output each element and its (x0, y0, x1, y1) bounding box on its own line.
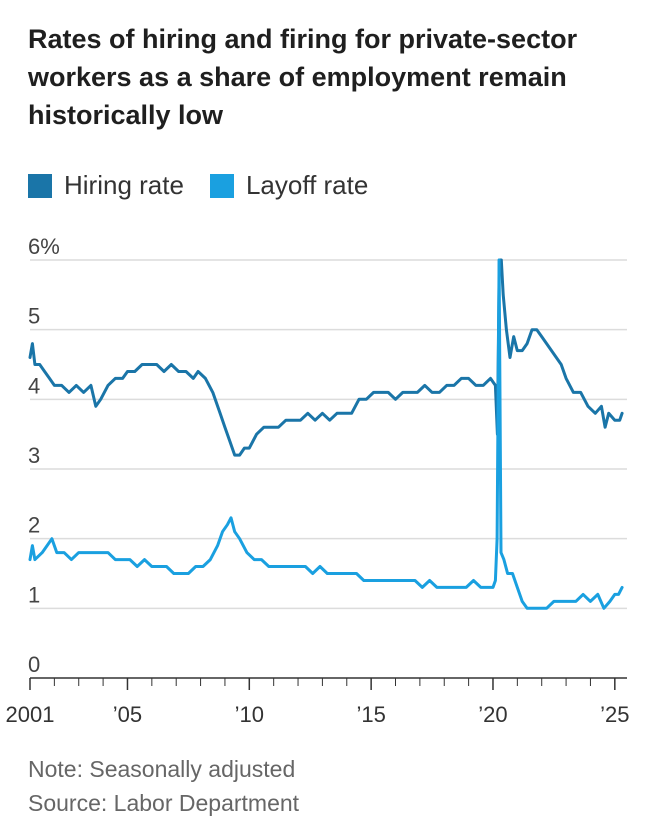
y-tick-label: 6% (28, 234, 60, 259)
series-lines (28, 258, 624, 610)
y-axis-ticks: 0 1 2 3 4 5 6% (28, 234, 60, 677)
x-tick-label: ’15 (356, 702, 385, 727)
hiring-rate-line (28, 258, 624, 457)
x-tick-label: 2001 (6, 702, 55, 727)
legend: Hiring rate Layoff rate (28, 170, 394, 201)
legend-item-hiring: Hiring rate (28, 170, 184, 201)
layoff-rate-line (28, 258, 624, 610)
x-axis: 2001 ’05 ’10 ’15 ’20 ’25 (6, 677, 629, 727)
y-tick-label: 0 (28, 652, 40, 677)
footer: Note: Seasonally adjusted Source: Labor … (28, 752, 299, 820)
legend-label-hiring: Hiring rate (64, 170, 184, 200)
y-tick-label: 2 (28, 513, 40, 538)
y-tick-label: 1 (28, 582, 40, 607)
x-tick-label: ’20 (478, 702, 507, 727)
y-tick-label: 4 (28, 373, 40, 398)
y-tick-label: 3 (28, 443, 40, 468)
x-tick-label: ’05 (113, 702, 142, 727)
line-chart: 0 1 2 3 4 5 6% 2001 ’05 ’10 ’15 ’20 ’25 (6, 234, 630, 727)
legend-item-layoff: Layoff rate (209, 170, 369, 201)
chart-title: Rates of hiring and firing for private-s… (28, 24, 578, 130)
x-tick-label: ’25 (600, 702, 629, 727)
legend-label-layoff: Layoff rate (245, 170, 369, 200)
layoff-swatch (209, 173, 234, 198)
y-tick-label: 5 (28, 304, 40, 329)
hiring-swatch (28, 173, 52, 198)
source-text: Source: Labor Department (28, 790, 300, 816)
note-text: Note: Seasonally adjusted (28, 756, 296, 782)
gridlines (30, 259, 627, 610)
x-tick-label: ’10 (235, 702, 264, 727)
